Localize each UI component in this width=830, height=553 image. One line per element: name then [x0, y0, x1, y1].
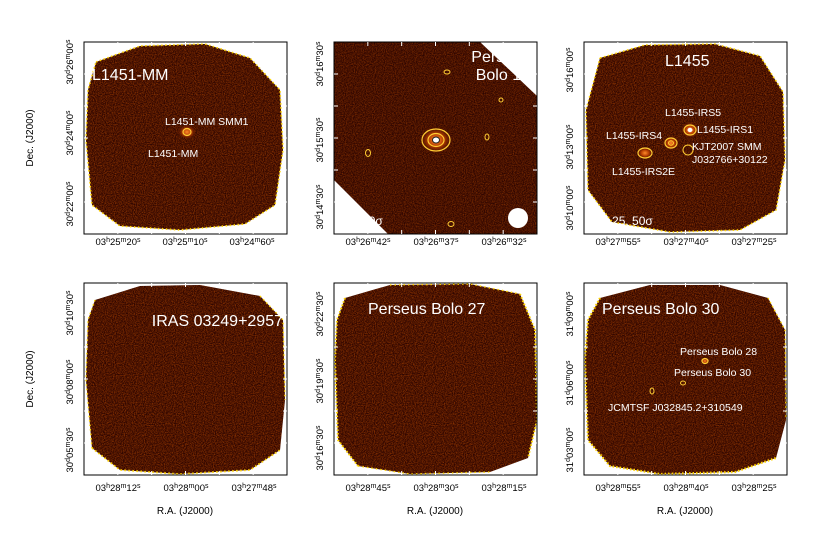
- y-tick-label: 30d19m30s: [315, 358, 327, 403]
- contour-levels: 10, 25, 50σ: [592, 214, 653, 228]
- source-label: L1451-MM SMM1: [165, 116, 249, 128]
- x-tick-label: 03h27m48s: [232, 483, 277, 495]
- x-tick-labels: 03h25m20s 03h25m10s 03h24m60s: [96, 237, 275, 249]
- x-axis-label-mid: R.A. (J2000): [407, 506, 463, 517]
- source-label: KJT2007 SMM: [692, 141, 761, 153]
- x-axis-label-right: R.A. (J2000): [657, 506, 713, 517]
- x-tick-label: 03h27m40s: [664, 237, 709, 249]
- y-tick-label: 30d15m30s: [315, 117, 327, 162]
- source-label: L1455-IRS2E: [612, 166, 675, 178]
- y-axis-label-top: Dec. (J2000): [25, 109, 36, 166]
- y-tick-label: 30d10m00s: [565, 185, 577, 230]
- x-tick-label: 03h28m00s: [164, 483, 209, 495]
- x-tick-labels: 03h28m45s 03h28m30s 03h28m15s: [346, 483, 527, 495]
- beam-icon: [772, 470, 780, 475]
- panel-title: Bolo 18: [476, 67, 530, 84]
- y-tick-labels: 30d16m30s 30d15m30s 30d14m30s: [315, 41, 327, 229]
- source-label: Perseus Bolo 30: [674, 367, 751, 379]
- y-tick-label: 30d13m00s: [565, 124, 577, 169]
- x-tick-label: 03h26m42s: [346, 237, 391, 249]
- contour-levels: 15, 20σ: [342, 214, 383, 228]
- y-tick-label: 30d22m00s: [65, 181, 77, 226]
- y-tick-label: 30d16m30s: [315, 425, 327, 470]
- y-tick-label: 30d10m30s: [65, 290, 77, 335]
- y-axis-label-bottom: Dec. (J2000): [25, 350, 36, 407]
- x-tick-label: 03h28m55s: [596, 483, 641, 495]
- x-tick-label: 03h24m60s: [230, 237, 275, 249]
- panel-title: L1451-MM: [92, 67, 168, 84]
- y-tick-label: 30d26m00s: [65, 39, 77, 84]
- y-tick-label: 31d09m00s: [565, 291, 577, 336]
- x-tick-labels: 03h27m55s 03h27m40s 03h27m25s: [596, 237, 777, 249]
- beam-icon: [266, 464, 274, 472]
- panel-title: Perseus Bolo 27: [368, 301, 486, 318]
- y-tick-label: 30d16m30s: [315, 41, 327, 86]
- x-tick-label: 03h26m32s: [482, 237, 527, 249]
- x-tick-labels: 03h28m12s 03h28m00s 03h27m48s: [96, 483, 277, 495]
- panel-title: IRAS 03249+2957: [152, 313, 283, 330]
- source-label: Perseus Bolo 28: [680, 346, 757, 358]
- y-tick-labels: 30d22m30s 30d19m30s 30d16m30s: [315, 291, 327, 470]
- source-label: J032766+30122: [692, 154, 768, 166]
- beam-icon: [521, 469, 529, 475]
- x-tick-label: 03h28m25s: [732, 483, 777, 495]
- source-label: JCMTSF J032845.2+310549: [608, 402, 743, 414]
- panel-l1451-mm: L1451-MM L1451-MM SMM1 L1451-MM 03h25m20…: [65, 39, 288, 248]
- y-tick-label: 30d16m00s: [565, 47, 577, 92]
- y-tick-label: 31d06m00s: [565, 360, 577, 405]
- y-tick-label: 31d03m00s: [565, 427, 577, 472]
- y-tick-labels: 30d26m00s 30d24m00s 30d22m00s: [65, 39, 77, 226]
- x-tick-label: 03h25m20s: [96, 237, 141, 249]
- panel-title: L1455: [665, 53, 710, 70]
- x-tick-label: 03h28m15s: [482, 483, 527, 495]
- panel-title: Perseus Bolo 30: [602, 301, 720, 318]
- beam-icon: [775, 218, 783, 226]
- x-tick-label: 03h28m40s: [664, 483, 709, 495]
- y-tick-label: 30d24m00s: [65, 110, 77, 155]
- source-label: L1455-IRS1: [697, 124, 753, 136]
- y-tick-labels: 30d16m00s 30d13m00s 30d10m00s: [565, 47, 577, 230]
- panel-l1455: L1455 L1455-IRS5 L1455-IRS1 L1455-IRS4 K…: [565, 41, 788, 249]
- beam-icon: [275, 218, 283, 226]
- y-tick-label: 30d14m30s: [315, 184, 327, 229]
- y-tick-label: 30d08m00s: [65, 359, 77, 404]
- x-tick-label: 03h27m55s: [596, 237, 641, 249]
- source-label: L1451-MM: [148, 148, 198, 160]
- panel-title: Perseus: [471, 49, 530, 66]
- x-tick-label: 03h26m37s: [414, 237, 459, 249]
- y-tick-label: 30d05m30s: [65, 427, 77, 472]
- x-tick-labels: 03h26m42s 03h26m37s 03h26m32s: [346, 237, 527, 249]
- y-tick-labels: 30d10m30s 30d08m00s 30d05m30s: [65, 290, 77, 472]
- panel-perseus-bolo-30: Perseus Bolo 30 Perseus Bolo 28 Perseus …: [565, 282, 788, 495]
- x-tick-label: 03h28m30s: [414, 483, 459, 495]
- x-tick-label: 03h27m25s: [732, 237, 777, 249]
- x-tick-labels: 03h28m55s 03h28m40s 03h28m25s: [596, 483, 777, 495]
- panel-iras-03249: IRAS 03249+2957 03h28m12s 03h28m00s 03h2…: [65, 282, 288, 495]
- x-tick-label: 03h28m12s: [96, 483, 141, 495]
- panel-perseus-bolo-27: Perseus Bolo 27 03h28m45s 03h28m30s 03h2…: [315, 282, 538, 495]
- beam-icon: [508, 208, 528, 228]
- source-label: L1455-IRS4: [606, 130, 662, 142]
- panel-perseus-bolo-18: Perseus Bolo 18 15, 20σ 03h26m42s 03h26m…: [315, 41, 538, 248]
- tick-marks: [84, 42, 787, 475]
- x-tick-label: 03h25m10s: [163, 237, 208, 249]
- source-label: L1455-IRS5: [665, 107, 721, 119]
- x-tick-label: 03h28m45s: [346, 483, 391, 495]
- x-axis-label-left: R.A. (J2000): [157, 506, 213, 517]
- y-tick-labels: 31d09m00s 31d06m00s 31d03m00s: [565, 291, 577, 472]
- y-tick-label: 30d22m30s: [315, 291, 327, 336]
